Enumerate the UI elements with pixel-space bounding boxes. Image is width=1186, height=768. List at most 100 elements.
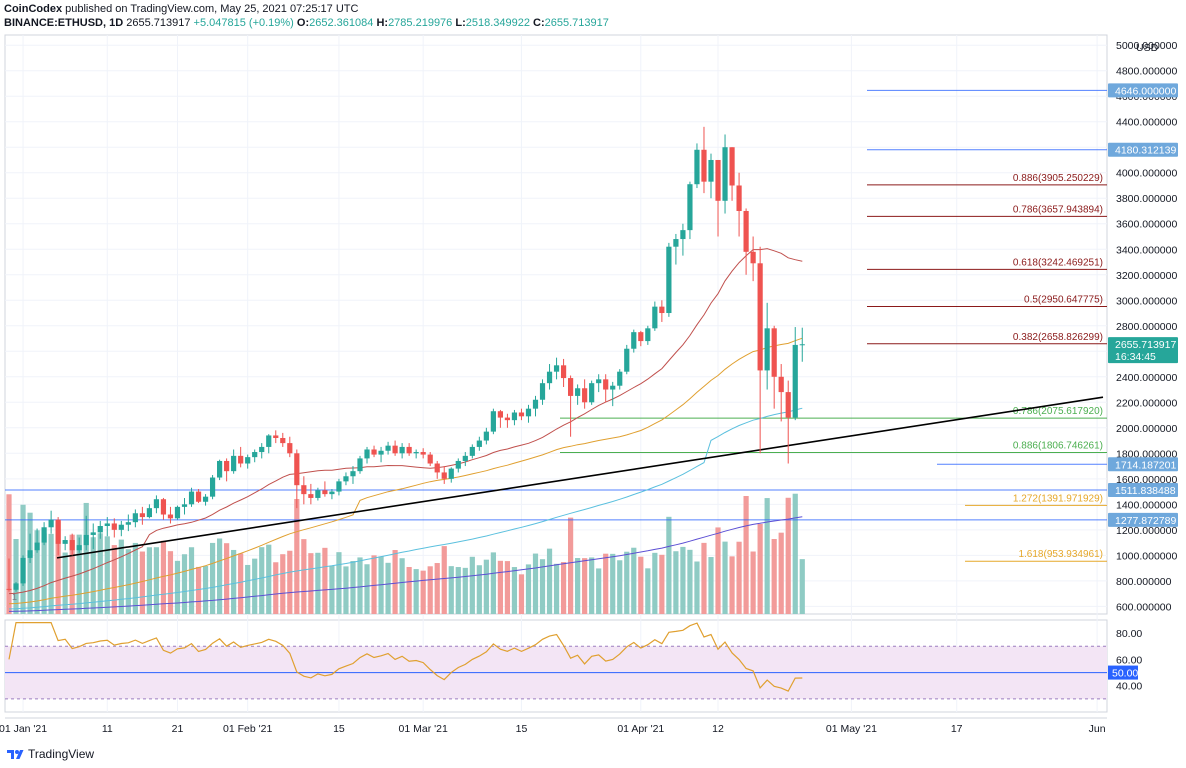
candle-body: [729, 147, 735, 186]
x-tick-label: 15: [516, 723, 528, 735]
fib-level-label: 1.272(1391.971929): [1013, 493, 1103, 504]
candle-body: [188, 491, 195, 505]
y-tick-label: 1200.000000: [1116, 525, 1177, 537]
volume-bar: [603, 553, 609, 614]
volume-bars: [6, 493, 805, 614]
candle-body: [596, 379, 602, 384]
volume-bar: [778, 532, 784, 614]
volume-bar: [280, 554, 286, 614]
candle-body: [518, 412, 525, 417]
candle-body: [259, 446, 265, 453]
candle-body: [343, 476, 349, 482]
candle-body: [406, 446, 412, 454]
volume-bar: [336, 552, 342, 614]
y-tick-label: 2000.000000: [1116, 423, 1177, 435]
volume-bar: [153, 547, 160, 614]
ma-20-line: [8, 248, 803, 595]
volume-bar: [490, 552, 496, 614]
candle-body: [41, 527, 47, 543]
volume-bar: [132, 542, 138, 614]
y-tick-label: 4800.000000: [1116, 66, 1177, 78]
candle-body: [539, 383, 546, 400]
y-tick-label: 800.000000: [1116, 576, 1172, 588]
candle-body: [280, 438, 286, 444]
y-tick-label: 1600.000000: [1116, 474, 1177, 486]
candle-body: [673, 239, 679, 247]
rsi-mid-tag: 50.00: [1112, 668, 1138, 680]
volume-bar: [799, 559, 805, 614]
candle-body: [104, 523, 110, 527]
volume-bar: [34, 530, 40, 614]
candle-body: [589, 383, 595, 403]
candle-body: [469, 446, 475, 456]
candle-body: [778, 376, 784, 393]
volume-bar: [575, 558, 581, 614]
support-trendline: [56, 396, 1104, 559]
level-tag-bg: [1108, 483, 1178, 498]
candle-body: [476, 440, 482, 447]
candle-body: [455, 460, 461, 469]
footer-brand[interactable]: TradingView: [28, 747, 95, 761]
level-tag-bg: [1108, 457, 1178, 472]
volume-bar: [399, 558, 405, 614]
x-tick-label: 01 Jan '21: [0, 723, 47, 735]
volume-bar: [315, 552, 321, 614]
candle-body: [181, 504, 188, 507]
x-tick-label: 01 Apr '21: [617, 723, 664, 735]
y-tick-label: 4000.000000: [1116, 168, 1177, 180]
volume-bar: [294, 499, 300, 614]
x-tick-label: 11: [102, 723, 113, 735]
axes: 5000.0000004800.0000004600.0000004400.00…: [0, 40, 1177, 735]
candle-body: [582, 388, 588, 403]
candle-body: [153, 499, 160, 509]
candle-body: [294, 453, 300, 486]
volume-bar: [231, 549, 237, 614]
open-label: O:: [296, 17, 310, 29]
candle-body: [174, 506, 181, 519]
level-tag: 1511.838488: [1115, 485, 1176, 497]
candle-body: [483, 431, 489, 441]
volume-bar: [771, 539, 777, 614]
volume-bar: [525, 564, 532, 614]
open-value: 2652.361084: [309, 17, 374, 29]
volume-bar: [6, 494, 12, 614]
volume-bar: [497, 560, 503, 614]
candle-body: [111, 523, 117, 530]
volume-bar: [111, 545, 117, 614]
candle-body: [336, 481, 342, 492]
ma-200-line: [8, 516, 803, 612]
high-label: H:: [376, 17, 389, 29]
trendline[interactable]: [56, 396, 1104, 559]
volume-bar: [83, 502, 89, 614]
volume-bar: [624, 551, 630, 614]
volume-bar: [364, 564, 370, 614]
publisher-name[interactable]: CoinCodex: [4, 3, 63, 15]
candle-body: [399, 446, 405, 454]
rsi-pane: [5, 622, 1107, 700]
volume-bar: [631, 547, 637, 614]
volume-bar: [181, 554, 188, 614]
candle-body: [441, 472, 447, 479]
candle-body: [6, 588, 12, 590]
volume-bar: [104, 536, 110, 614]
volume-bar: [638, 556, 644, 614]
volume-bar: [301, 539, 307, 614]
publish-line: CoinCodex published on TradingView.com, …: [4, 2, 1174, 16]
candle-body: [757, 263, 763, 371]
candle-body: [546, 371, 553, 384]
volume-bar: [238, 553, 244, 614]
volume-bar: [483, 559, 489, 614]
volume-bar: [266, 544, 272, 614]
volume-bar: [680, 546, 686, 614]
candle-body: [638, 332, 644, 342]
y-tick-label: 3600.000000: [1116, 219, 1177, 231]
candle-body: [645, 328, 651, 342]
candle-body: [125, 522, 131, 525]
volume-bar: [736, 541, 742, 614]
candle-body: [743, 210, 749, 252]
candle-body: [624, 348, 630, 372]
fib-level-label: 0.618(3242.469251): [1013, 257, 1103, 268]
candle-body: [610, 385, 616, 390]
candle-body: [146, 508, 152, 518]
